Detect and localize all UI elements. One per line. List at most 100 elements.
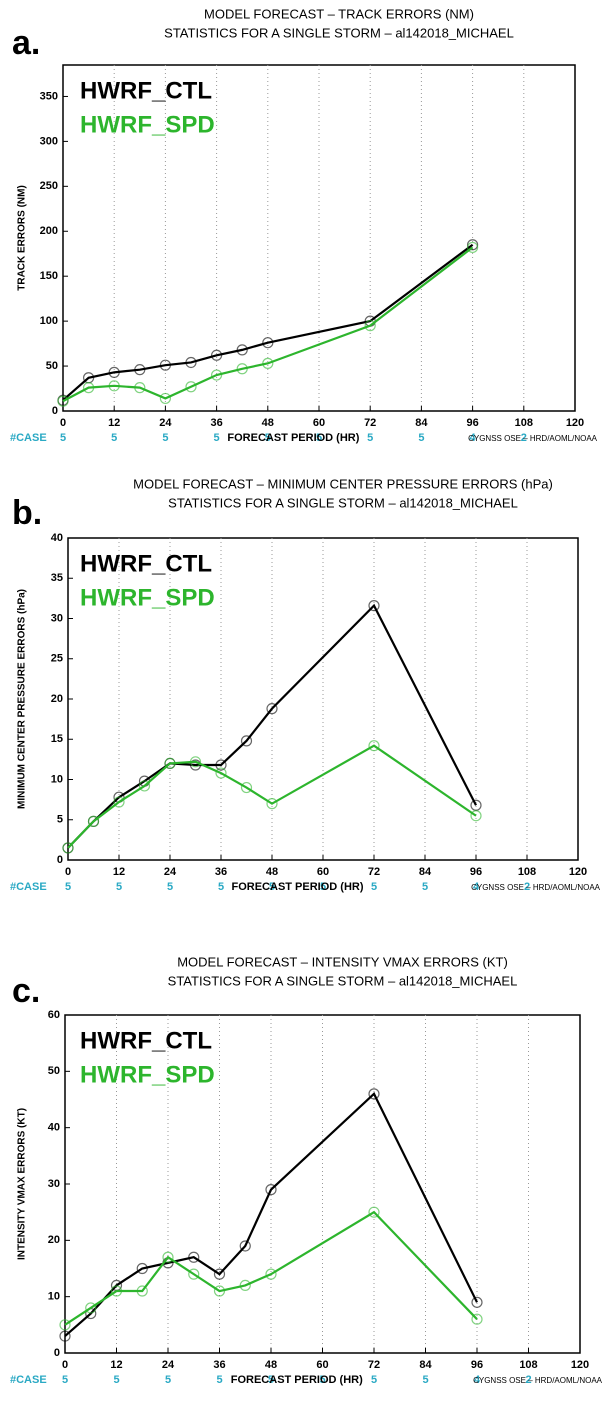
x-tick-label: 24	[159, 417, 172, 429]
y-tick-label: 150	[40, 270, 58, 282]
point-marker	[239, 1279, 251, 1292]
credit: CYGNSS OSE – HRD/AOML/NOAA	[468, 434, 598, 443]
y-tick-label: 350	[40, 90, 58, 102]
point-marker	[265, 1268, 277, 1280]
point-marker	[266, 703, 278, 715]
point-marker	[138, 780, 151, 792]
case-count: 4	[473, 881, 480, 893]
point-marker	[368, 1206, 380, 1218]
legend-entry: HWRF_SPD	[80, 1061, 215, 1088]
case-count: 5	[268, 1374, 274, 1386]
point-marker	[240, 781, 253, 794]
point-marker	[188, 1251, 200, 1263]
point-marker	[185, 356, 197, 369]
case-count: 5	[214, 432, 220, 444]
point-marker	[85, 1302, 97, 1314]
y-tick-label: 250	[40, 180, 58, 192]
series-line	[62, 243, 474, 402]
x-tick-label: 96	[471, 1359, 483, 1371]
panel-label: a.	[12, 24, 40, 62]
case-count: 5	[319, 1374, 325, 1386]
point-marker	[108, 366, 120, 378]
y-tick-label: 50	[46, 360, 58, 372]
point-marker	[62, 842, 74, 854]
x-tick-label: 36	[215, 866, 227, 878]
chart-title: MODEL FORECAST – TRACK ERRORS (NM)	[204, 6, 474, 21]
legend-entry: HWRF_CTL	[80, 77, 212, 104]
point-marker	[262, 357, 274, 369]
series-line	[64, 1210, 478, 1326]
y-tick-label: 0	[54, 1347, 60, 1359]
point-marker	[87, 815, 100, 827]
point-marker	[134, 364, 146, 376]
point-marker	[59, 1319, 71, 1331]
point-marker	[368, 740, 380, 752]
x-tick-label: 60	[316, 1359, 328, 1371]
case-count: 5	[113, 1374, 119, 1386]
case-count: 5	[111, 432, 117, 444]
point-marker	[110, 1285, 123, 1297]
point-marker	[108, 380, 120, 392]
series-line	[62, 246, 474, 403]
y-tick-label: 50	[48, 1065, 60, 1077]
y-axis-label: INTENSITY VMAX ERRORS (KT)	[17, 1108, 28, 1260]
x-tick-label: 0	[62, 1359, 68, 1371]
point-marker	[82, 382, 95, 394]
x-tick-label: 120	[566, 417, 584, 429]
legend-entry: HWRF_CTL	[80, 550, 212, 577]
x-tick-label: 108	[515, 417, 533, 429]
point-marker	[239, 1240, 251, 1252]
x-tick-label: 120	[571, 1359, 589, 1371]
series-line	[64, 1092, 478, 1337]
case-count: 4	[474, 1374, 481, 1386]
chart-subtitle: STATISTICS FOR A SINGLE STORM – al142018…	[164, 25, 514, 40]
point-marker	[240, 735, 253, 747]
point-marker	[113, 796, 125, 808]
x-tick-label: 60	[317, 866, 329, 878]
x-tick-label: 72	[368, 1359, 380, 1371]
chart-subtitle: STATISTICS FOR A SINGLE STORM – al142018…	[168, 973, 518, 988]
y-tick-label: 20	[48, 1234, 60, 1246]
panel-label: b.	[12, 494, 42, 532]
point-marker	[213, 1285, 226, 1297]
x-tick-label: 12	[108, 417, 120, 429]
point-marker	[215, 759, 227, 771]
point-marker	[236, 363, 248, 375]
point-marker	[159, 359, 171, 371]
case-count: 5	[165, 1374, 171, 1386]
x-tick-label: 36	[213, 1359, 225, 1371]
y-tick-label: 30	[51, 612, 63, 624]
y-tick-label: 0	[57, 854, 63, 866]
legend-entry: HWRF_SPD	[80, 584, 215, 611]
point-marker	[188, 1268, 200, 1280]
point-marker	[368, 1088, 380, 1100]
point-marker	[136, 1285, 148, 1297]
legend-entry: HWRF_SPD	[80, 111, 215, 138]
case-count: 5	[371, 881, 377, 893]
case-count: 2	[521, 432, 527, 444]
y-tick-label: 100	[40, 315, 58, 327]
point-marker	[162, 1251, 174, 1263]
x-tick-label: 12	[113, 866, 125, 878]
x-axis-label: FORECAST PERIOD (HR)	[232, 881, 364, 893]
point-marker	[215, 767, 227, 779]
case-count: 5	[367, 432, 373, 444]
point-marker	[185, 381, 197, 393]
case-label: #CASE	[10, 881, 47, 893]
x-tick-label: 60	[313, 417, 325, 429]
case-count: 5	[269, 881, 275, 893]
x-axis-label: FORECAST PERIOD (HR)	[231, 1374, 363, 1386]
x-tick-label: 108	[518, 866, 536, 878]
x-tick-label: 0	[60, 417, 66, 429]
y-tick-label: 20	[51, 693, 63, 705]
y-axis-label: TRACK ERRORS (NM)	[17, 185, 28, 291]
x-tick-label: 120	[569, 866, 587, 878]
point-marker	[266, 798, 278, 810]
point-marker	[211, 369, 223, 381]
point-marker	[59, 1330, 71, 1342]
case-count: 5	[422, 881, 428, 893]
y-tick-label: 300	[40, 135, 58, 147]
case-count: 5	[371, 1374, 377, 1386]
x-axis-label: FORECAST PERIOD (HR)	[227, 432, 359, 444]
